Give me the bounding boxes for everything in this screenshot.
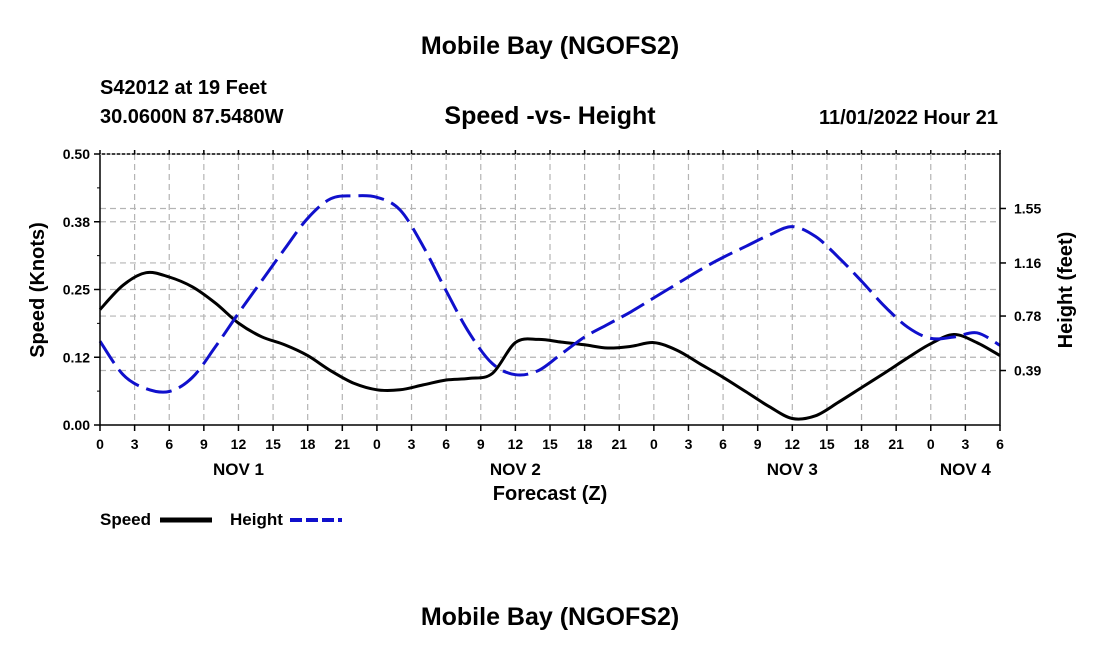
y2-tick-label: 0.39 <box>1014 363 1041 379</box>
x-day-label: NOV 3 <box>767 460 818 479</box>
y2-tick-label: 1.16 <box>1014 255 1041 271</box>
series-line-height <box>98 194 1001 394</box>
x-tick-label: 3 <box>961 436 969 452</box>
x-day-label: NOV 2 <box>490 460 541 479</box>
x-tick-label: 3 <box>685 436 693 452</box>
x-tick-label: 9 <box>754 436 762 452</box>
coords-label: 30.0600N 87.5480W <box>100 106 284 128</box>
x-tick-label: 6 <box>996 436 1004 452</box>
run-time-label: 11/01/2022 Hour 21 <box>819 107 998 129</box>
x-day-label: NOV 1 <box>213 460 264 479</box>
y2-tick-label: 0.78 <box>1014 308 1041 324</box>
station-label: S42012 at 19 Feet <box>100 77 267 99</box>
legend: Speed Height <box>100 510 342 529</box>
y-tick-label: 0.00 <box>63 417 90 433</box>
x-tick-label: 3 <box>408 436 416 452</box>
x-tick-label: 12 <box>231 436 247 452</box>
x-tick-label: 18 <box>854 436 870 452</box>
x-tick-label: 0 <box>927 436 935 452</box>
grid <box>100 154 1000 425</box>
legend-label-height: Height <box>230 510 283 529</box>
top-title: Mobile Bay (NGOFS2) <box>421 32 679 60</box>
x-tick-label: 12 <box>508 436 524 452</box>
legend-label-speed: Speed <box>100 510 151 529</box>
series-line-speed <box>98 270 1001 421</box>
y-tick-label: 0.50 <box>63 146 90 162</box>
x-tick-label: 3 <box>131 436 139 452</box>
axis-ticks: 0 3 6 9 12 15 18 21 0 3 6 9 12 15 18 21 0 3 6 9 12 15 18 21 0 3 6N… <box>63 146 1042 479</box>
x-tick-label: 21 <box>335 436 351 452</box>
bottom-title: Mobile Bay (NGOFS2) <box>421 603 679 631</box>
y2-tick-label: 1.55 <box>1014 200 1041 216</box>
y-tick-label: 0.38 <box>63 214 90 230</box>
x-tick-label: 15 <box>819 436 835 452</box>
x-tick-label: 21 <box>888 436 904 452</box>
x-tick-label: 18 <box>300 436 316 452</box>
x-axis-label: Forecast (Z) <box>493 483 607 505</box>
plot-series <box>98 194 1001 421</box>
y-tick-label: 0.12 <box>63 349 90 365</box>
x-tick-label: 9 <box>477 436 485 452</box>
x-tick-label: 0 <box>96 436 104 452</box>
y-tick-label: 0.25 <box>63 282 90 298</box>
x-tick-label: 0 <box>373 436 381 452</box>
x-tick-label: 15 <box>542 436 558 452</box>
x-day-label: NOV 4 <box>940 460 992 479</box>
x-tick-label: 6 <box>165 436 173 452</box>
x-tick-label: 15 <box>265 436 281 452</box>
x-tick-label: 6 <box>719 436 727 452</box>
x-tick-label: 21 <box>611 436 627 452</box>
y-axis-label-left: Speed (Knots) <box>27 222 49 358</box>
x-tick-label: 18 <box>577 436 593 452</box>
x-tick-label: 12 <box>785 436 801 452</box>
x-tick-label: 9 <box>200 436 208 452</box>
chart-title: Speed -vs- Height <box>444 102 656 130</box>
x-tick-label: 6 <box>442 436 450 452</box>
x-tick-label: 0 <box>650 436 658 452</box>
y-axis-label-right: Height (feet) <box>1055 232 1077 349</box>
